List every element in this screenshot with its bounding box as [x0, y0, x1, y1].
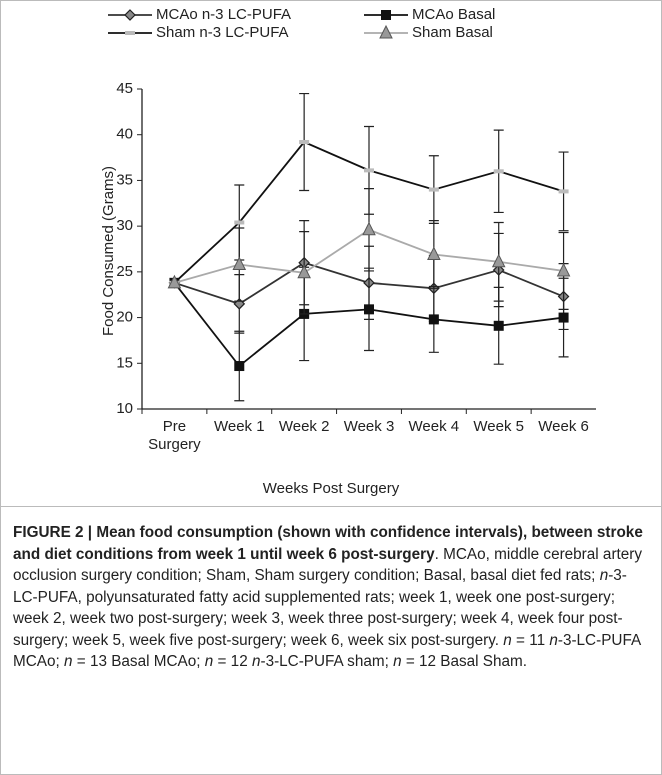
- marker: [299, 140, 310, 145]
- caption-text: . MCAo, middle cerebral artery occlusion…: [13, 545, 643, 585]
- marker: [381, 10, 391, 20]
- series: [169, 266, 569, 402]
- caption-text: = 12 Basal Sham.: [401, 653, 528, 670]
- y-tick-label: 20: [116, 309, 133, 326]
- x-tick-label: Week 6: [538, 418, 589, 435]
- marker: [493, 169, 504, 174]
- y-tick-label: 35: [116, 171, 133, 188]
- series: [169, 92, 569, 285]
- legend-label: Sham Basal: [412, 24, 493, 41]
- x-tick-label: Week 3: [343, 418, 395, 435]
- caption-text: -3-LC-PUFA MCAo;: [13, 631, 641, 671]
- x-axis-title: Weeks Post Surgery: [263, 480, 400, 497]
- caption-text: n: [251, 653, 261, 670]
- marker: [556, 262, 571, 277]
- marker: [124, 9, 136, 21]
- x-tick-label: Week 4: [408, 418, 460, 435]
- marker: [364, 168, 374, 173]
- x-tick-label: Week 2: [278, 418, 330, 435]
- caption-text: -3-LC-PUFA, polyunsaturated fatty acid s…: [13, 567, 627, 649]
- marker: [167, 274, 182, 289]
- caption-text: n: [503, 631, 512, 649]
- marker: [558, 189, 569, 194]
- y-tick-label: 25: [116, 263, 133, 280]
- marker: [379, 24, 393, 39]
- y-tick-label: 10: [116, 400, 133, 417]
- x-tick-label: Week 5: [473, 418, 524, 435]
- series: [167, 188, 571, 315]
- legend-label: MCAo n-3 LC-PUFA: [156, 6, 291, 23]
- marker: [234, 361, 245, 372]
- caption-text: FIGURE 2 | Mean food consumption (shown …: [13, 524, 643, 563]
- legend-label: Sham n-3 LC-PUFA: [156, 24, 289, 41]
- caption-text: n: [64, 653, 73, 670]
- marker: [493, 320, 504, 331]
- marker: [428, 314, 439, 325]
- y-tick-label: 40: [116, 126, 133, 143]
- marker: [491, 253, 506, 268]
- y-tick-label: 45: [116, 80, 133, 97]
- marker: [297, 264, 311, 279]
- caption-text: n: [549, 631, 558, 649]
- marker: [232, 256, 247, 271]
- marker: [427, 246, 441, 260]
- caption-text: = 13 Basal MCAo;: [72, 653, 205, 670]
- caption-text: n: [204, 653, 214, 670]
- marker: [364, 304, 374, 315]
- caption-text: = 12: [213, 653, 252, 670]
- marker: [234, 220, 245, 225]
- x-tick-label: Pre Surgery: [148, 418, 201, 453]
- caption: FIGURE 2 | Mean food consumption (shown …: [13, 522, 649, 673]
- caption-text: -3-LC-PUFA sham;: [260, 653, 394, 670]
- y-tick-label: 15: [116, 354, 133, 371]
- y-tick-label: 30: [116, 217, 133, 234]
- marker: [362, 221, 376, 236]
- legend-label: MCAo Basal: [412, 6, 495, 23]
- marker: [125, 31, 135, 35]
- y-axis-title: Food Consumed (Grams): [100, 166, 117, 336]
- chart: Weeks Post Surgery Food Consumed (Grams)…: [100, 6, 596, 497]
- caption-text: n: [393, 653, 402, 670]
- caption-text: = 11: [511, 631, 550, 649]
- caption-text: n: [599, 567, 609, 584]
- separator: [1, 506, 661, 507]
- marker: [558, 312, 569, 323]
- marker: [428, 187, 439, 192]
- x-tick-label: Week 1: [213, 418, 265, 435]
